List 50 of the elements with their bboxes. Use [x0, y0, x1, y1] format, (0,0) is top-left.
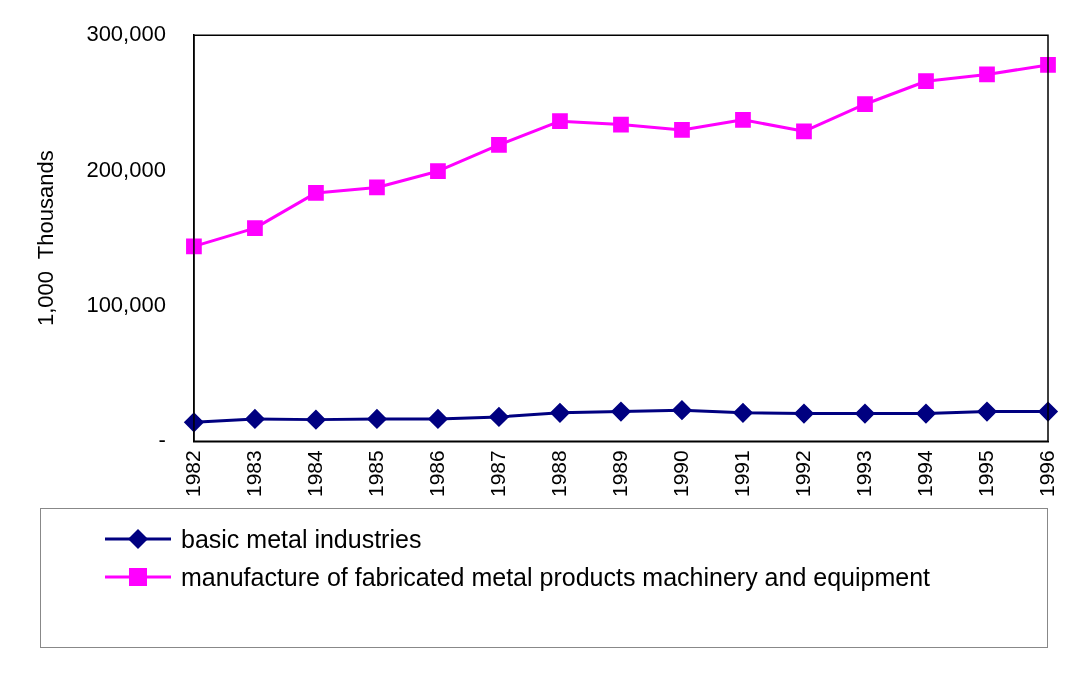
point	[674, 122, 690, 138]
x-tick-label: 1982	[180, 450, 204, 497]
point	[247, 220, 263, 236]
x-tick-label: 1985	[363, 450, 387, 497]
point	[1040, 57, 1056, 73]
point	[611, 402, 631, 421]
x-tick-label: 1988	[546, 450, 570, 497]
x-tick-label: 1996	[1034, 450, 1058, 497]
y-tick-label: 100,000	[86, 291, 166, 317]
point	[857, 96, 873, 113]
point	[308, 185, 324, 201]
point	[489, 407, 509, 427]
point	[794, 404, 814, 424]
point	[916, 404, 936, 424]
point	[613, 116, 629, 133]
x-tick-label: 1994	[912, 449, 936, 497]
y-tick-label: 200,000	[86, 156, 166, 182]
point	[428, 409, 448, 429]
point	[430, 163, 446, 180]
point	[245, 409, 265, 429]
x-tick-label: 1983	[241, 450, 265, 497]
x-tick-label: 1984	[302, 449, 326, 497]
point	[735, 111, 751, 128]
x-tick-label: 1992	[790, 450, 814, 497]
x-tick-label: 1989	[607, 450, 631, 497]
point	[918, 73, 934, 90]
x-tick-label: 1993	[851, 450, 875, 497]
point	[733, 403, 753, 423]
point	[979, 66, 995, 83]
y-tick-label: 300,000	[86, 21, 166, 47]
x-tick-label: 1991	[729, 450, 753, 497]
x-tick-label: 1987	[485, 450, 509, 497]
point	[550, 403, 570, 423]
y-axis-title: 1,000 Thousands	[33, 150, 59, 327]
point	[552, 113, 568, 130]
point	[306, 410, 326, 430]
x-tick-label: 1995	[973, 450, 997, 497]
point	[491, 136, 507, 153]
point	[186, 238, 202, 255]
point	[855, 404, 875, 424]
y-tick-label: -	[158, 427, 166, 453]
point	[369, 179, 385, 196]
point	[796, 123, 812, 140]
point	[367, 409, 387, 429]
x-tick-label: 1986	[424, 450, 448, 497]
x-tick-label: 1990	[668, 450, 692, 497]
point	[977, 402, 997, 421]
point	[672, 400, 692, 420]
legend-label: basic metal industries	[181, 525, 422, 553]
legend-label: manufacture of fabricated metal products machinery and equipment	[181, 563, 931, 591]
